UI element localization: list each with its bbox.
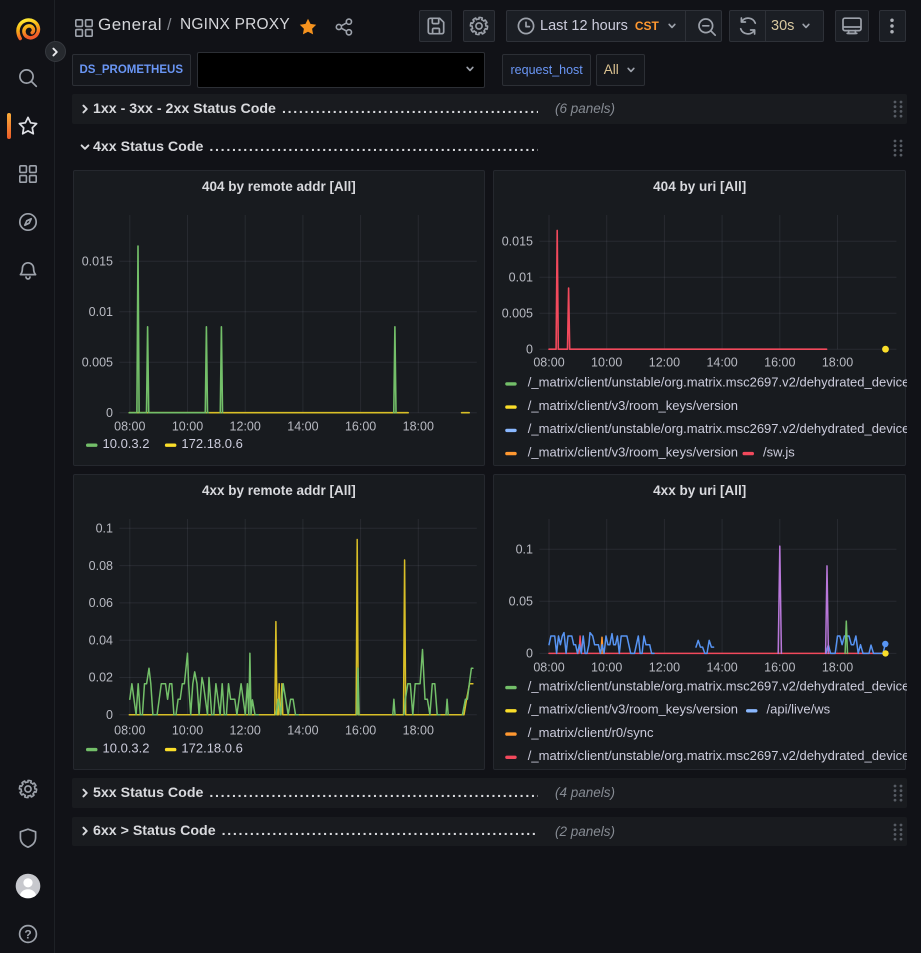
svg-text:14:00: 14:00 [287,723,318,737]
svg-text:12:00: 12:00 [649,355,680,369]
svg-text:?: ? [24,927,31,941]
svg-text:16:00: 16:00 [765,355,796,369]
svg-text:172.18.0.6: 172.18.0.6 [181,436,242,451]
svg-text:10.0.3.2: 10.0.3.2 [102,740,149,755]
svg-text:0.01: 0.01 [88,305,112,319]
svg-text:/_matrix/client/unstable/org.m: /_matrix/client/unstable/org.matrix.msc2… [528,374,907,389]
svg-text:14:00: 14:00 [707,660,738,674]
svg-text:08:00: 08:00 [114,723,145,737]
svg-text:/_matrix/client/r0/sync: /_matrix/client/r0/sync [528,725,654,740]
svg-text:0.01: 0.01 [509,270,533,284]
svg-text:16:00: 16:00 [765,660,796,674]
svg-text:/sw.js: /sw.js [763,444,795,459]
svg-text:16:00: 16:00 [345,419,376,433]
svg-text:/_matrix/client/v3/room_keys/v: /_matrix/client/v3/room_keys/version [528,398,738,413]
svg-text:0.02: 0.02 [88,671,112,685]
svg-text:/_matrix/client/unstable/org.m: /_matrix/client/unstable/org.matrix.msc2… [528,748,907,763]
svg-text:0: 0 [526,646,533,660]
svg-text:172.18.0.6: 172.18.0.6 [181,740,242,755]
svg-text:0.08: 0.08 [88,559,112,573]
svg-text:/_matrix/client/v3/room_keys/v: /_matrix/client/v3/room_keys/version [528,444,738,459]
svg-text:0.005: 0.005 [81,355,112,369]
svg-text:18:00: 18:00 [822,660,853,674]
svg-text:12:00: 12:00 [649,660,680,674]
svg-text:0.04: 0.04 [88,633,112,647]
svg-text:12:00: 12:00 [229,419,260,433]
svg-text:10.0.3.2: 10.0.3.2 [102,436,149,451]
svg-text:0.005: 0.005 [502,306,533,320]
svg-text:0: 0 [526,342,533,356]
svg-text:08:00: 08:00 [534,355,565,369]
svg-text:0.05: 0.05 [509,594,533,608]
svg-text:08:00: 08:00 [114,419,145,433]
svg-text:/_matrix/client/v3/room_keys/v: /_matrix/client/v3/room_keys/version [528,701,738,716]
svg-text:16:00: 16:00 [345,723,376,737]
svg-text:0: 0 [106,406,113,420]
svg-text:/_matrix/client/unstable/org.m: /_matrix/client/unstable/org.matrix.msc2… [528,678,907,693]
svg-text:08:00: 08:00 [534,660,565,674]
svg-text:18:00: 18:00 [402,723,433,737]
svg-text:0: 0 [106,708,113,722]
svg-text:18:00: 18:00 [402,419,433,433]
svg-text:/_matrix/client/unstable/org.m: /_matrix/client/unstable/org.matrix.msc2… [528,421,907,436]
svg-text:/api/live/ws: /api/live/ws [767,701,831,716]
svg-text:0.015: 0.015 [502,234,533,248]
svg-text:0.06: 0.06 [88,596,112,610]
svg-text:0.1: 0.1 [516,542,533,556]
svg-text:12:00: 12:00 [229,723,260,737]
svg-text:0.1: 0.1 [95,521,112,535]
svg-text:10:00: 10:00 [171,419,202,433]
svg-text:14:00: 14:00 [707,355,738,369]
svg-text:18:00: 18:00 [822,355,853,369]
svg-text:14:00: 14:00 [287,419,318,433]
svg-text:0.015: 0.015 [81,254,112,268]
svg-text:10:00: 10:00 [591,355,622,369]
svg-text:10:00: 10:00 [171,723,202,737]
svg-text:10:00: 10:00 [591,660,622,674]
